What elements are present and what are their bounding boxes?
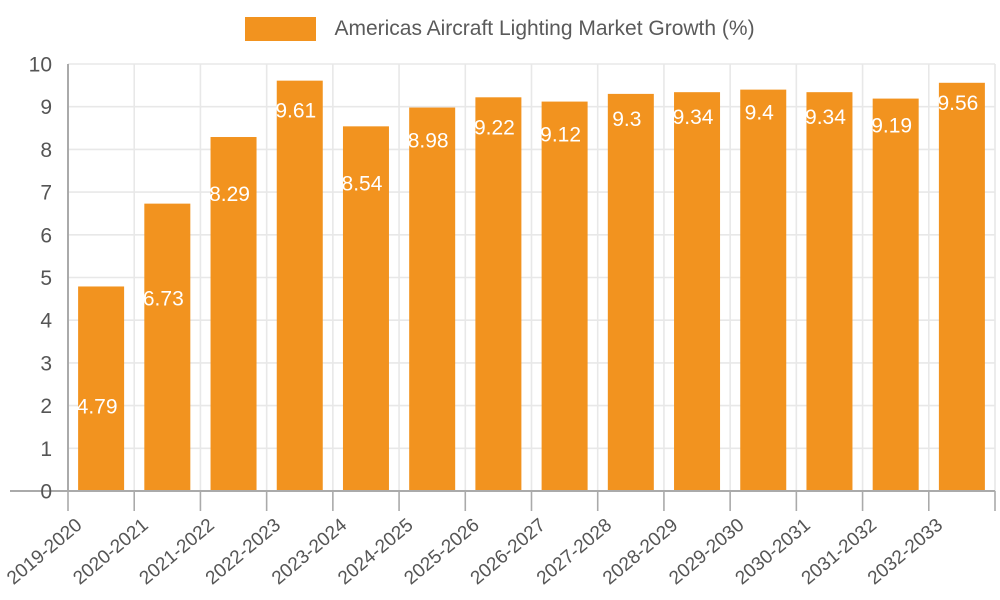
y-axis-tick-label: 0 bbox=[40, 481, 52, 504]
bar[interactable] bbox=[144, 203, 191, 491]
bar[interactable] bbox=[541, 101, 588, 491]
y-axis-tick-label: 3 bbox=[40, 352, 52, 375]
bar[interactable] bbox=[78, 286, 125, 491]
bar-value-label: 9.56 bbox=[937, 92, 978, 115]
bar-value-label: 6.73 bbox=[143, 288, 184, 311]
bar[interactable] bbox=[607, 93, 654, 491]
bar-value-label: 8.54 bbox=[342, 172, 383, 195]
bar[interactable] bbox=[938, 82, 985, 491]
y-axis-tick-label: 4 bbox=[40, 310, 52, 333]
bar[interactable] bbox=[475, 97, 522, 491]
bar[interactable] bbox=[740, 89, 787, 492]
y-axis-tick-label: 8 bbox=[40, 139, 52, 162]
bar-value-label: 9.22 bbox=[474, 116, 515, 139]
bar[interactable] bbox=[342, 126, 389, 491]
bar[interactable] bbox=[276, 80, 323, 492]
bar-value-label: 9.34 bbox=[805, 106, 846, 129]
bar-value-label: 8.29 bbox=[209, 183, 250, 206]
bar[interactable] bbox=[806, 92, 853, 492]
bar-value-label: 9.3 bbox=[612, 108, 641, 131]
bar-value-label: 9.4 bbox=[745, 102, 775, 125]
legend-item-americas-aircraft-lighting[interactable]: Americas Aircraft Lighting Market Growth… bbox=[245, 17, 755, 41]
axes-group bbox=[10, 64, 995, 492]
bar-value-label: 9.34 bbox=[673, 106, 714, 129]
bar[interactable] bbox=[210, 137, 257, 491]
bar[interactable] bbox=[872, 98, 919, 491]
y-axis-ticks: 0 1 2 3 4 5 6 7 8 9 10 bbox=[29, 54, 53, 504]
y-axis-tick-label: 10 bbox=[29, 54, 52, 77]
y-axis-tick-label: 2 bbox=[40, 395, 52, 418]
y-axis-tick-label: 5 bbox=[40, 267, 52, 290]
bar[interactable] bbox=[674, 92, 721, 492]
bar-value-label: 9.12 bbox=[540, 124, 581, 147]
y-axis-tick-label: 6 bbox=[40, 224, 52, 247]
y-axis-tick-label: 9 bbox=[40, 96, 52, 119]
y-axis-tick-label: 7 bbox=[40, 182, 52, 205]
bar-value-labels: 4.79 6.73 8.29 9.61 8.54 8.98 9.22 9.12 9.3 9.34 9… bbox=[77, 92, 979, 419]
legend-label: Americas Aircraft Lighting Market Growth… bbox=[334, 17, 755, 40]
bar[interactable] bbox=[409, 107, 456, 492]
bars-group bbox=[78, 80, 985, 492]
x-axis-ticks: 2019-20202020-20212021-20222022-20232023… bbox=[3, 491, 996, 589]
bar-value-label: 9.19 bbox=[871, 115, 912, 138]
bar-value-label: 8.98 bbox=[408, 130, 449, 153]
chart-legend: Americas Aircraft Lighting Market Growth… bbox=[0, 0, 1000, 58]
gridlines bbox=[67, 63, 996, 492]
legend-color-swatch-icon bbox=[245, 17, 317, 41]
y-axis-tick-label: 1 bbox=[40, 438, 52, 461]
bar-value-label: 9.61 bbox=[275, 100, 316, 123]
bar-value-label: 4.79 bbox=[77, 395, 118, 418]
